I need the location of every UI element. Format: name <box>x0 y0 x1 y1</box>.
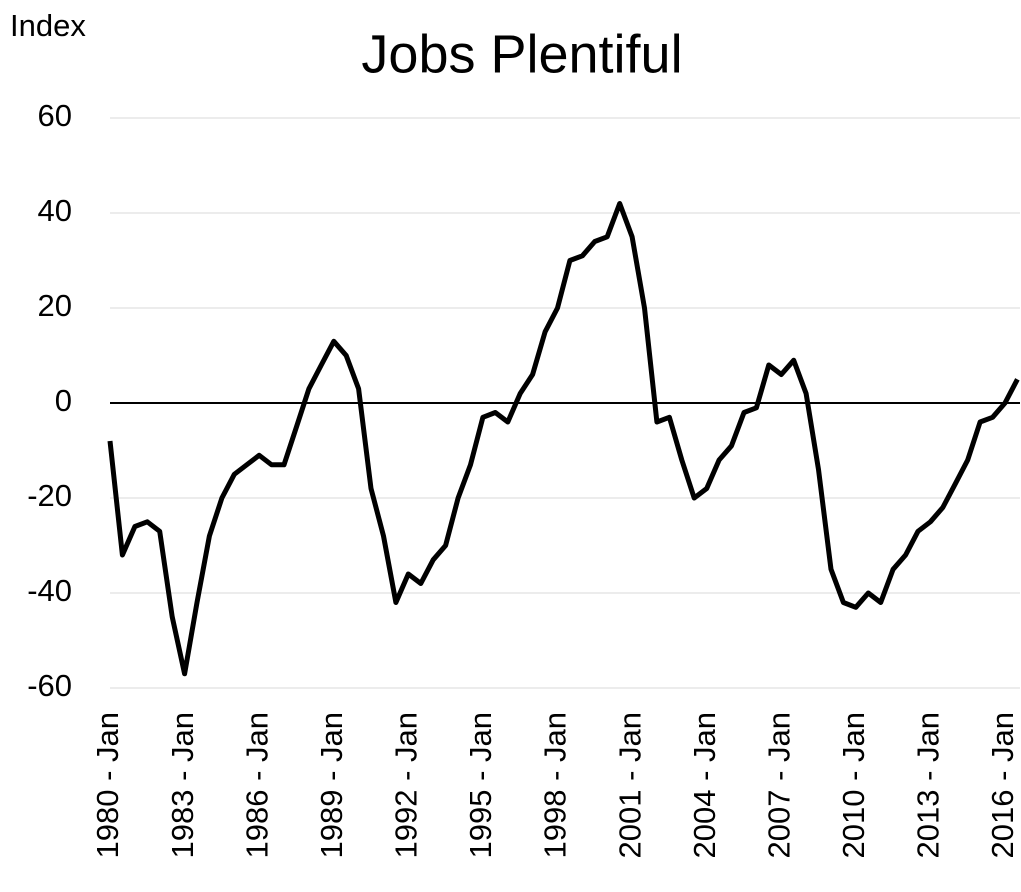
x-tick-label: 2004 - Jan <box>687 712 722 859</box>
x-tick-label: 1980 - Jan <box>90 712 125 859</box>
x-tick-label: 2016 - Jan <box>985 712 1020 859</box>
x-tick-label: 1998 - Jan <box>538 712 573 859</box>
data-line <box>107 201 1020 677</box>
x-tick-label: 2007 - Jan <box>761 712 796 859</box>
y-tick-label: -20 <box>27 478 72 513</box>
y-tick-label: 0 <box>55 383 72 418</box>
x-tick-label: 1992 - Jan <box>389 712 424 859</box>
y-axis-label: Index <box>10 8 86 43</box>
chart-title: Jobs Plentiful <box>361 24 682 84</box>
y-tick-label: 60 <box>38 98 72 133</box>
y-tick-label: -40 <box>27 573 72 608</box>
x-tick-label: 2013 - Jan <box>911 712 946 859</box>
x-tick-label: 1995 - Jan <box>463 712 498 859</box>
y-tick-label: 20 <box>38 288 72 323</box>
x-tick-label: 2010 - Jan <box>836 712 871 859</box>
x-tick-label: 1989 - Jan <box>314 712 349 859</box>
x-tick-label: 1986 - Jan <box>239 712 274 859</box>
y-tick-label: -60 <box>27 668 72 703</box>
x-tick-label: 2001 - Jan <box>612 712 647 859</box>
x-tick-label: 1983 - Jan <box>165 712 200 859</box>
y-tick-label: 40 <box>38 193 72 228</box>
